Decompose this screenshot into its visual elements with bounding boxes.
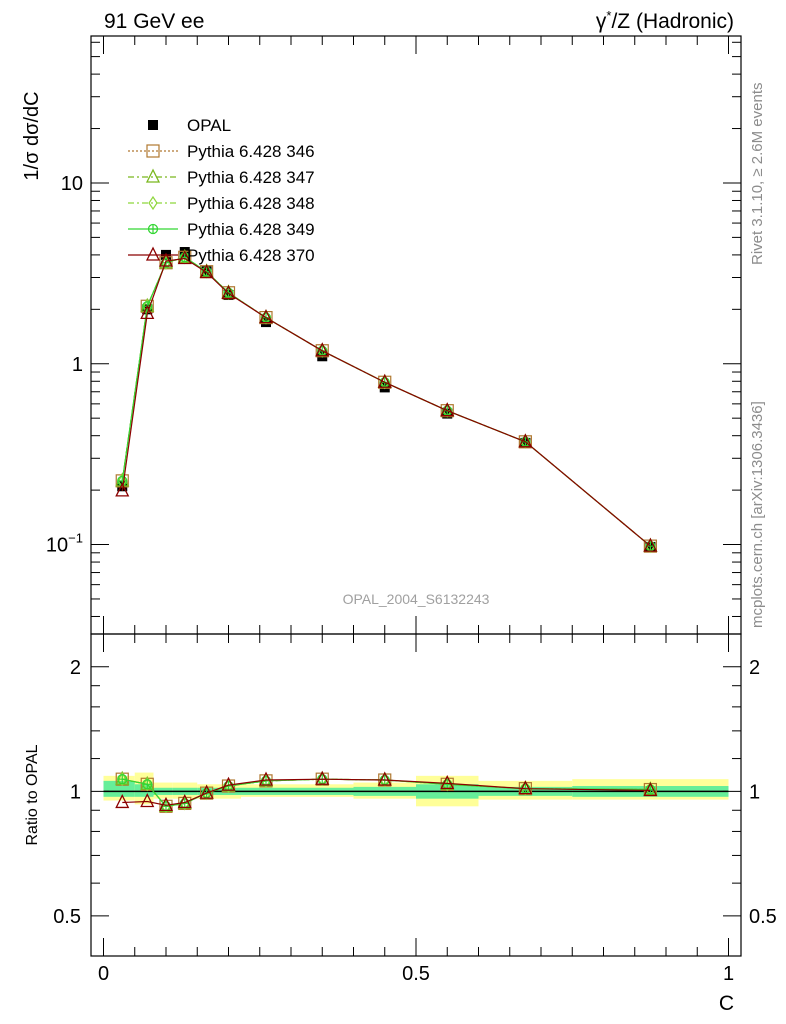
legend-label: Pythia 6.428 346 [187, 142, 315, 161]
series-point [177, 793, 192, 809]
series-point [315, 770, 330, 785]
ratio-y-axis-label: Ratio to OPAL [24, 744, 41, 845]
series-line [121, 256, 651, 547]
series-line [121, 256, 651, 547]
series-point [258, 309, 274, 324]
legend-label: OPAL [187, 116, 231, 135]
main-y-tick-label: 1 [72, 354, 83, 376]
series-point [177, 250, 192, 265]
legend-marker [148, 120, 158, 130]
header-process-label: γ*/Z (Hadronic) [596, 8, 734, 33]
legend-entry: Pythia 6.428 348 [128, 194, 315, 213]
legend-entry: Pythia 6.428 349 [128, 220, 315, 239]
legend-marker [145, 246, 161, 261]
series-point [315, 342, 330, 357]
series-point [142, 777, 152, 792]
series-point [140, 793, 155, 808]
legend-entry: Pythia 6.428 346 [128, 142, 315, 161]
series-point [518, 433, 533, 448]
series-point [199, 263, 214, 279]
series-point [518, 780, 533, 795]
series-point [643, 537, 658, 552]
series-point [442, 779, 453, 790]
x-tick-label: 0 [98, 963, 109, 985]
series-point [117, 473, 127, 488]
legend-marker [146, 144, 160, 158]
x-tick-label: 1 [723, 963, 734, 985]
series-line [121, 256, 651, 547]
series-point [115, 793, 130, 809]
series-point [158, 252, 174, 267]
main-plot-panel: 10−1 1 10 1/σ dσ/dC OPAL_2004_S6132243 OPA… [21, 35, 742, 635]
legend: OPAL Pythia 6.428 346 Pythia 6.428 347 Pyth… [128, 116, 315, 265]
rivet-version-label: Rivet 3.1.10, ≥ 2.6M events [749, 83, 766, 266]
legend-label: Pythia 6.428 349 [187, 220, 315, 239]
main-y-tick-label: 10 [61, 173, 83, 195]
ratio-y-tick-label: 1 [70, 781, 81, 803]
mcplots-reference-label: mcplots.cern.ch [arXiv:1306.3436] [749, 401, 766, 628]
series-point [117, 774, 128, 785]
series-line [121, 257, 651, 547]
legend-label: Pythia 6.428 370 [187, 246, 315, 265]
series-point [117, 772, 127, 787]
legend-entry: Pythia 6.428 347 [128, 168, 315, 187]
series-point [440, 774, 455, 790]
series-point [643, 781, 658, 797]
series-point [160, 801, 172, 812]
series-point [142, 779, 153, 790]
legend-label: Pythia 6.428 347 [187, 168, 315, 187]
series-point [115, 482, 130, 497]
main-y-tick-label: 10−1 [46, 531, 83, 557]
legend-entry: Pythia 6.428 370 [128, 246, 315, 265]
series-point [221, 776, 236, 791]
x-tick-label: 0.5 [402, 963, 430, 985]
ratio-plot-panel: 0.5 0.5 1 1 2 2 0 0.5 1 Ratio to OPAL C [24, 633, 777, 1015]
ratio-y-tick-label-right: 1 [749, 781, 760, 803]
x-axis-label: C [719, 992, 734, 1015]
series-point [377, 771, 392, 786]
ratio-y-tick-label-right: 0.5 [749, 906, 777, 928]
legend-marker [148, 195, 158, 211]
series-point [221, 284, 236, 300]
header-energy-label: 91 GeV ee [104, 10, 204, 33]
analysis-watermark: OPAL_2004_S6132243 [343, 591, 490, 607]
ratio-y-tick-label: 0.5 [53, 906, 81, 928]
series-point [199, 784, 214, 799]
series-point [140, 304, 155, 320]
series-line [121, 256, 651, 547]
series-point [377, 373, 392, 388]
series-point [258, 771, 274, 786]
ratio-y-tick-label-right: 2 [749, 657, 760, 679]
legend-marker [145, 168, 161, 183]
series-point [440, 402, 455, 417]
series-point [158, 796, 174, 811]
legend-marker [147, 223, 159, 235]
ratio-y-tick-label: 2 [70, 657, 81, 679]
main-y-axis-label: 1/σ dσ/dC [21, 91, 43, 180]
legend-entry: OPAL [148, 116, 231, 135]
legend-label: Pythia 6.428 348 [187, 194, 315, 213]
